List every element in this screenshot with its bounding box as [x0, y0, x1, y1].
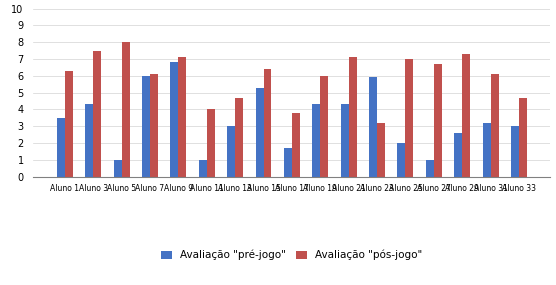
- Bar: [398, 143, 405, 177]
- Bar: [256, 87, 264, 177]
- Bar: [377, 123, 385, 177]
- Bar: [483, 123, 490, 177]
- Bar: [199, 160, 207, 177]
- Bar: [490, 74, 499, 177]
- Bar: [65, 71, 73, 177]
- Bar: [284, 148, 292, 177]
- Bar: [320, 76, 328, 177]
- Bar: [207, 109, 215, 177]
- Bar: [454, 133, 462, 177]
- Bar: [264, 69, 271, 177]
- Bar: [57, 118, 65, 177]
- Bar: [405, 59, 414, 177]
- Bar: [178, 57, 186, 177]
- Bar: [235, 98, 243, 177]
- Bar: [511, 126, 519, 177]
- Bar: [434, 64, 442, 177]
- Bar: [292, 113, 300, 177]
- Bar: [369, 78, 377, 177]
- Bar: [341, 104, 349, 177]
- Legend: Avaliação "pré-jogo", Avaliação "pós-jogo": Avaliação "pré-jogo", Avaliação "pós-jog…: [157, 246, 426, 265]
- Bar: [142, 76, 150, 177]
- Bar: [122, 42, 130, 177]
- Bar: [519, 98, 527, 177]
- Bar: [85, 104, 93, 177]
- Bar: [113, 160, 122, 177]
- Bar: [426, 160, 434, 177]
- Bar: [462, 54, 470, 177]
- Bar: [150, 74, 158, 177]
- Bar: [349, 57, 356, 177]
- Bar: [170, 62, 178, 177]
- Bar: [312, 104, 320, 177]
- Bar: [227, 126, 235, 177]
- Bar: [93, 51, 101, 177]
